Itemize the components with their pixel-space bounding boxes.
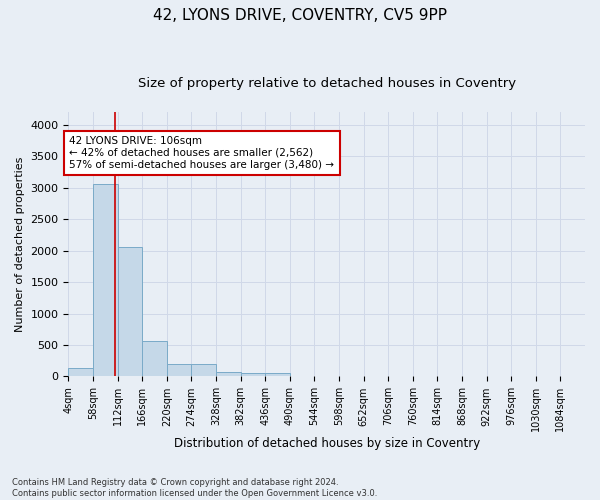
Bar xyxy=(241,372,265,376)
Bar xyxy=(216,372,241,376)
Bar xyxy=(265,373,290,376)
Bar xyxy=(68,368,93,376)
Bar xyxy=(191,364,216,376)
Title: Size of property relative to detached houses in Coventry: Size of property relative to detached ho… xyxy=(137,78,516,90)
Text: 42 LYONS DRIVE: 106sqm
← 42% of detached houses are smaller (2,562)
57% of semi-: 42 LYONS DRIVE: 106sqm ← 42% of detached… xyxy=(70,136,334,170)
Bar xyxy=(142,342,167,376)
Y-axis label: Number of detached properties: Number of detached properties xyxy=(15,157,25,332)
Bar xyxy=(93,184,118,376)
X-axis label: Distribution of detached houses by size in Coventry: Distribution of detached houses by size … xyxy=(173,437,480,450)
Bar xyxy=(167,364,191,376)
Bar xyxy=(118,247,142,376)
Text: Contains HM Land Registry data © Crown copyright and database right 2024.
Contai: Contains HM Land Registry data © Crown c… xyxy=(12,478,377,498)
Text: 42, LYONS DRIVE, COVENTRY, CV5 9PP: 42, LYONS DRIVE, COVENTRY, CV5 9PP xyxy=(153,8,447,22)
